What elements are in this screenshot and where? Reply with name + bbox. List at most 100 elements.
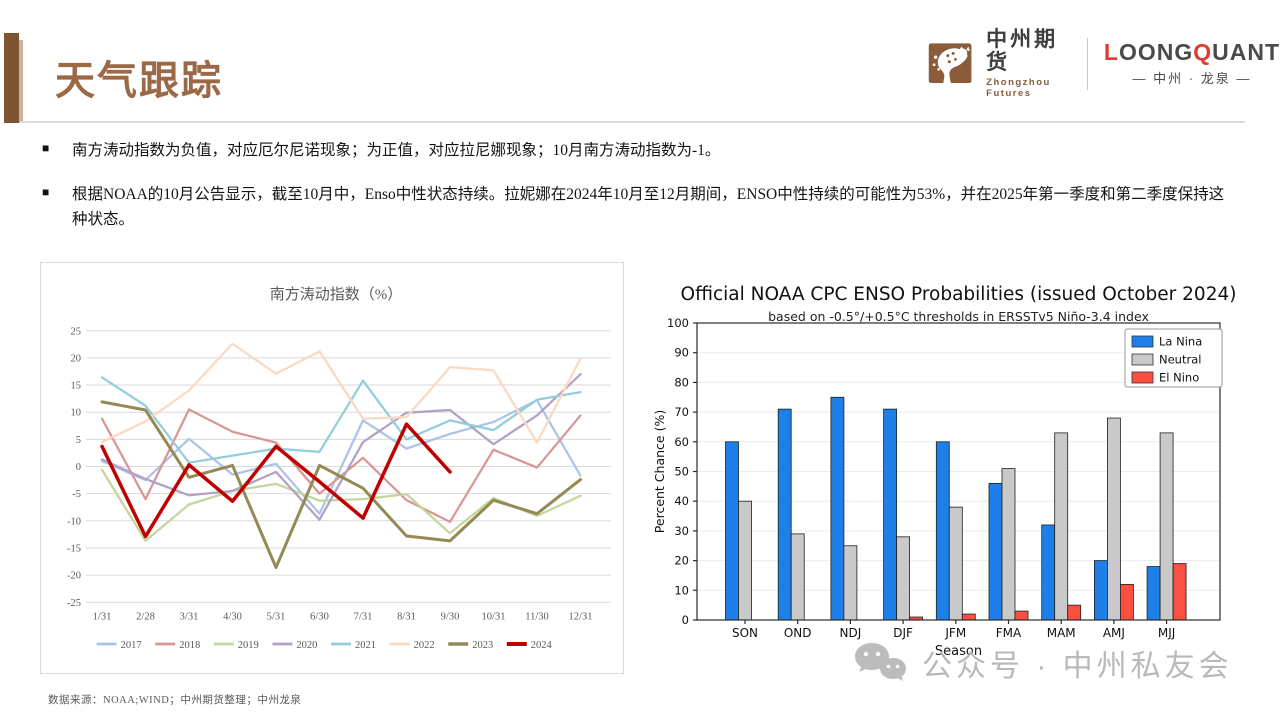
bullet-text: 南方涛动指数为负值，对应厄尔尼诺现象；为正值，对应拉尼娜现象；10月南方涛动指数… [72, 142, 721, 159]
series-line-2021 [100, 376, 582, 464]
y-tick-label: 50 [674, 465, 689, 479]
bullet-item: ■ 根据NOAA的10月公告显示，截至10月中，Enso中性状态持续。拉妮娜在2… [42, 182, 1232, 233]
legend-label: 2020 [296, 640, 317, 651]
series-line-2020 [100, 373, 582, 521]
x-tick-label: JFM [944, 626, 966, 640]
y-axis-label: Percent Chance (%) [652, 410, 667, 533]
bullet-list: ■ 南方涛动指数为负值，对应厄尔尼诺现象；为正值，对应拉尼娜现象；10月南方涛动… [42, 138, 1232, 251]
y-tick-label: 20 [674, 554, 689, 568]
legend-label: 2017 [121, 640, 142, 651]
title-accent-bar-shadow [19, 40, 23, 123]
x-tick-label: 10/31 [482, 611, 506, 622]
soi-chart-panel: 南方涛动指数（%） -25 -20 -15 -10 -5 0 5 10 15 20 25 1/31 2/2… [40, 262, 624, 674]
y-tick-label: -15 [67, 543, 81, 554]
y-tick-label: -20 [67, 571, 81, 582]
y-tick-label: -10 [67, 516, 81, 527]
y-tick-label: 40 [674, 494, 689, 508]
bar-La Nina-MAM [1041, 524, 1056, 621]
x-tick-label: SON [732, 626, 758, 640]
title-accent-bar [4, 33, 19, 123]
x-tick-label: 6/30 [310, 611, 329, 622]
x-tick-label: MJJ [1158, 626, 1175, 640]
x-tick-label: NDJ [840, 626, 862, 640]
y-tick-label: 20 [71, 353, 82, 364]
series-line-2022 [100, 342, 582, 444]
y-tick-label: 0 [76, 462, 81, 473]
x-tick-label: 4/30 [223, 611, 242, 622]
bar-El Nino-MAM [1067, 604, 1082, 621]
bar-Neutral-AMJ [1106, 417, 1121, 621]
bar-La Nina-AMJ [1093, 560, 1108, 621]
loongquant-logo-text: LOONGQUANT — 中州 · 龙泉 — [1103, 38, 1280, 87]
bar-Neutral-JFM [948, 506, 963, 621]
bar-La Nina-MJJ [1146, 566, 1161, 621]
y-tick-label: 25 [71, 326, 82, 337]
loongquant-name: LOONGQUANT [1103, 38, 1280, 65]
legend-label: 2022 [414, 640, 435, 651]
y-tick-label: 60 [674, 435, 689, 449]
x-tick-label: 12/31 [569, 611, 593, 622]
chart-subtitle: based on -0.5°/+0.5°C thresholds in ERSS… [768, 309, 1149, 324]
chart-title: Official NOAA CPC ENSO Probabilities (is… [681, 284, 1237, 305]
x-tick-label: 2/28 [136, 611, 155, 622]
bullet-item: ■ 南方涛动指数为负值，对应厄尔尼诺现象；为正值，对应拉尼娜现象；10月南方涛动… [42, 138, 1232, 164]
x-tick-label: AMJ [1103, 626, 1125, 640]
x-tick-label: 3/31 [180, 611, 199, 622]
bar-Neutral-NDJ [843, 545, 858, 621]
soi-line-chart: 南方涛动指数（%） -25 -20 -15 -10 -5 0 5 10 15 20 25 1/31 2/2… [67, 286, 611, 651]
logo-divider [1087, 37, 1088, 90]
legend-label: La Nina [1159, 335, 1202, 349]
x-axis-label: Season [935, 644, 982, 659]
legend-label: 2019 [238, 640, 259, 651]
bar-Neutral-FMA [1001, 468, 1016, 621]
y-tick-label: 15 [71, 381, 82, 392]
legend-label: Neutral [1159, 353, 1201, 367]
bar-Neutral-MJJ [1159, 432, 1174, 621]
series-line-2024 [100, 422, 452, 539]
bar-El Nino-FMA [1014, 610, 1029, 621]
x-tick-label: MAM [1047, 626, 1076, 640]
x-tick-label: FMA [996, 626, 1022, 640]
legend-label: 2024 [531, 640, 553, 651]
x-tick-label: 9/30 [441, 611, 460, 622]
bar-La Nina-FMA [988, 482, 1003, 621]
bar-Neutral-OND [790, 533, 805, 621]
logo-group: 中州期货 Zhongzhou Futures LOONGQUANT — 中州 ·… [928, 28, 1280, 99]
enso-chart-panel: Official NOAA CPC ENSO Probabilities (is… [648, 278, 1268, 668]
legend-label: 2021 [355, 640, 376, 651]
bar-La Nina-DJF [883, 408, 898, 621]
y-tick-label: 70 [674, 405, 689, 419]
legend-label: El Nino [1159, 371, 1199, 385]
x-tick-label: 1/31 [93, 611, 112, 622]
bar-La Nina-OND [777, 408, 792, 621]
y-tick-label: -25 [67, 598, 81, 609]
zhongzhou-logo-text: 中州期货 Zhongzhou Futures [986, 28, 1073, 99]
y-tick-label: 10 [674, 583, 689, 597]
chart-title: 南方涛动指数（%） [270, 286, 403, 303]
bar-Neutral-SON [738, 500, 752, 621]
data-source-note: 数据来源：NOAA;WIND；中州期货整理；中州龙泉 [48, 695, 302, 706]
zhongzhou-name: 中州期货 [986, 28, 1059, 75]
bullet-square-icon: ■ [42, 141, 50, 155]
bar-El Nino-AMJ [1119, 583, 1134, 621]
series-line-2017 [100, 399, 582, 515]
bar-El Nino-MJJ [1172, 563, 1187, 621]
page-title: 天气跟踪 [55, 59, 223, 103]
bar-La Nina-NDJ [830, 396, 845, 621]
x-tick-label: DJF [893, 626, 913, 640]
zhongzhou-leopard-logo-icon [928, 43, 972, 83]
loongquant-subname: — 中州 · 龙泉 — [1132, 71, 1252, 87]
bar-La Nina-SON [725, 441, 739, 621]
y-tick-label: -5 [72, 489, 81, 500]
bullet-square-icon: ■ [42, 184, 50, 199]
y-tick-label: 90 [674, 346, 689, 360]
bar-La Nina-JFM [935, 441, 950, 621]
y-tick-label: 10 [71, 408, 82, 419]
enso-bar-chart: Official NOAA CPC ENSO Probabilities (is… [652, 284, 1237, 659]
y-tick-label: 30 [674, 524, 689, 538]
y-tick-label: 5 [76, 435, 81, 446]
x-tick-label: 11/30 [525, 611, 549, 622]
x-tick-label: 5/31 [267, 611, 286, 622]
x-tick-label: 7/31 [354, 611, 373, 622]
